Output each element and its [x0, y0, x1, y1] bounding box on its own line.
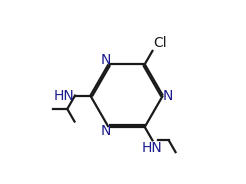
Text: N: N	[163, 89, 173, 103]
Text: N: N	[101, 124, 111, 138]
Text: Cl: Cl	[153, 36, 167, 50]
Text: N: N	[101, 53, 111, 67]
Text: HN: HN	[142, 141, 163, 155]
Text: HN: HN	[53, 89, 74, 103]
